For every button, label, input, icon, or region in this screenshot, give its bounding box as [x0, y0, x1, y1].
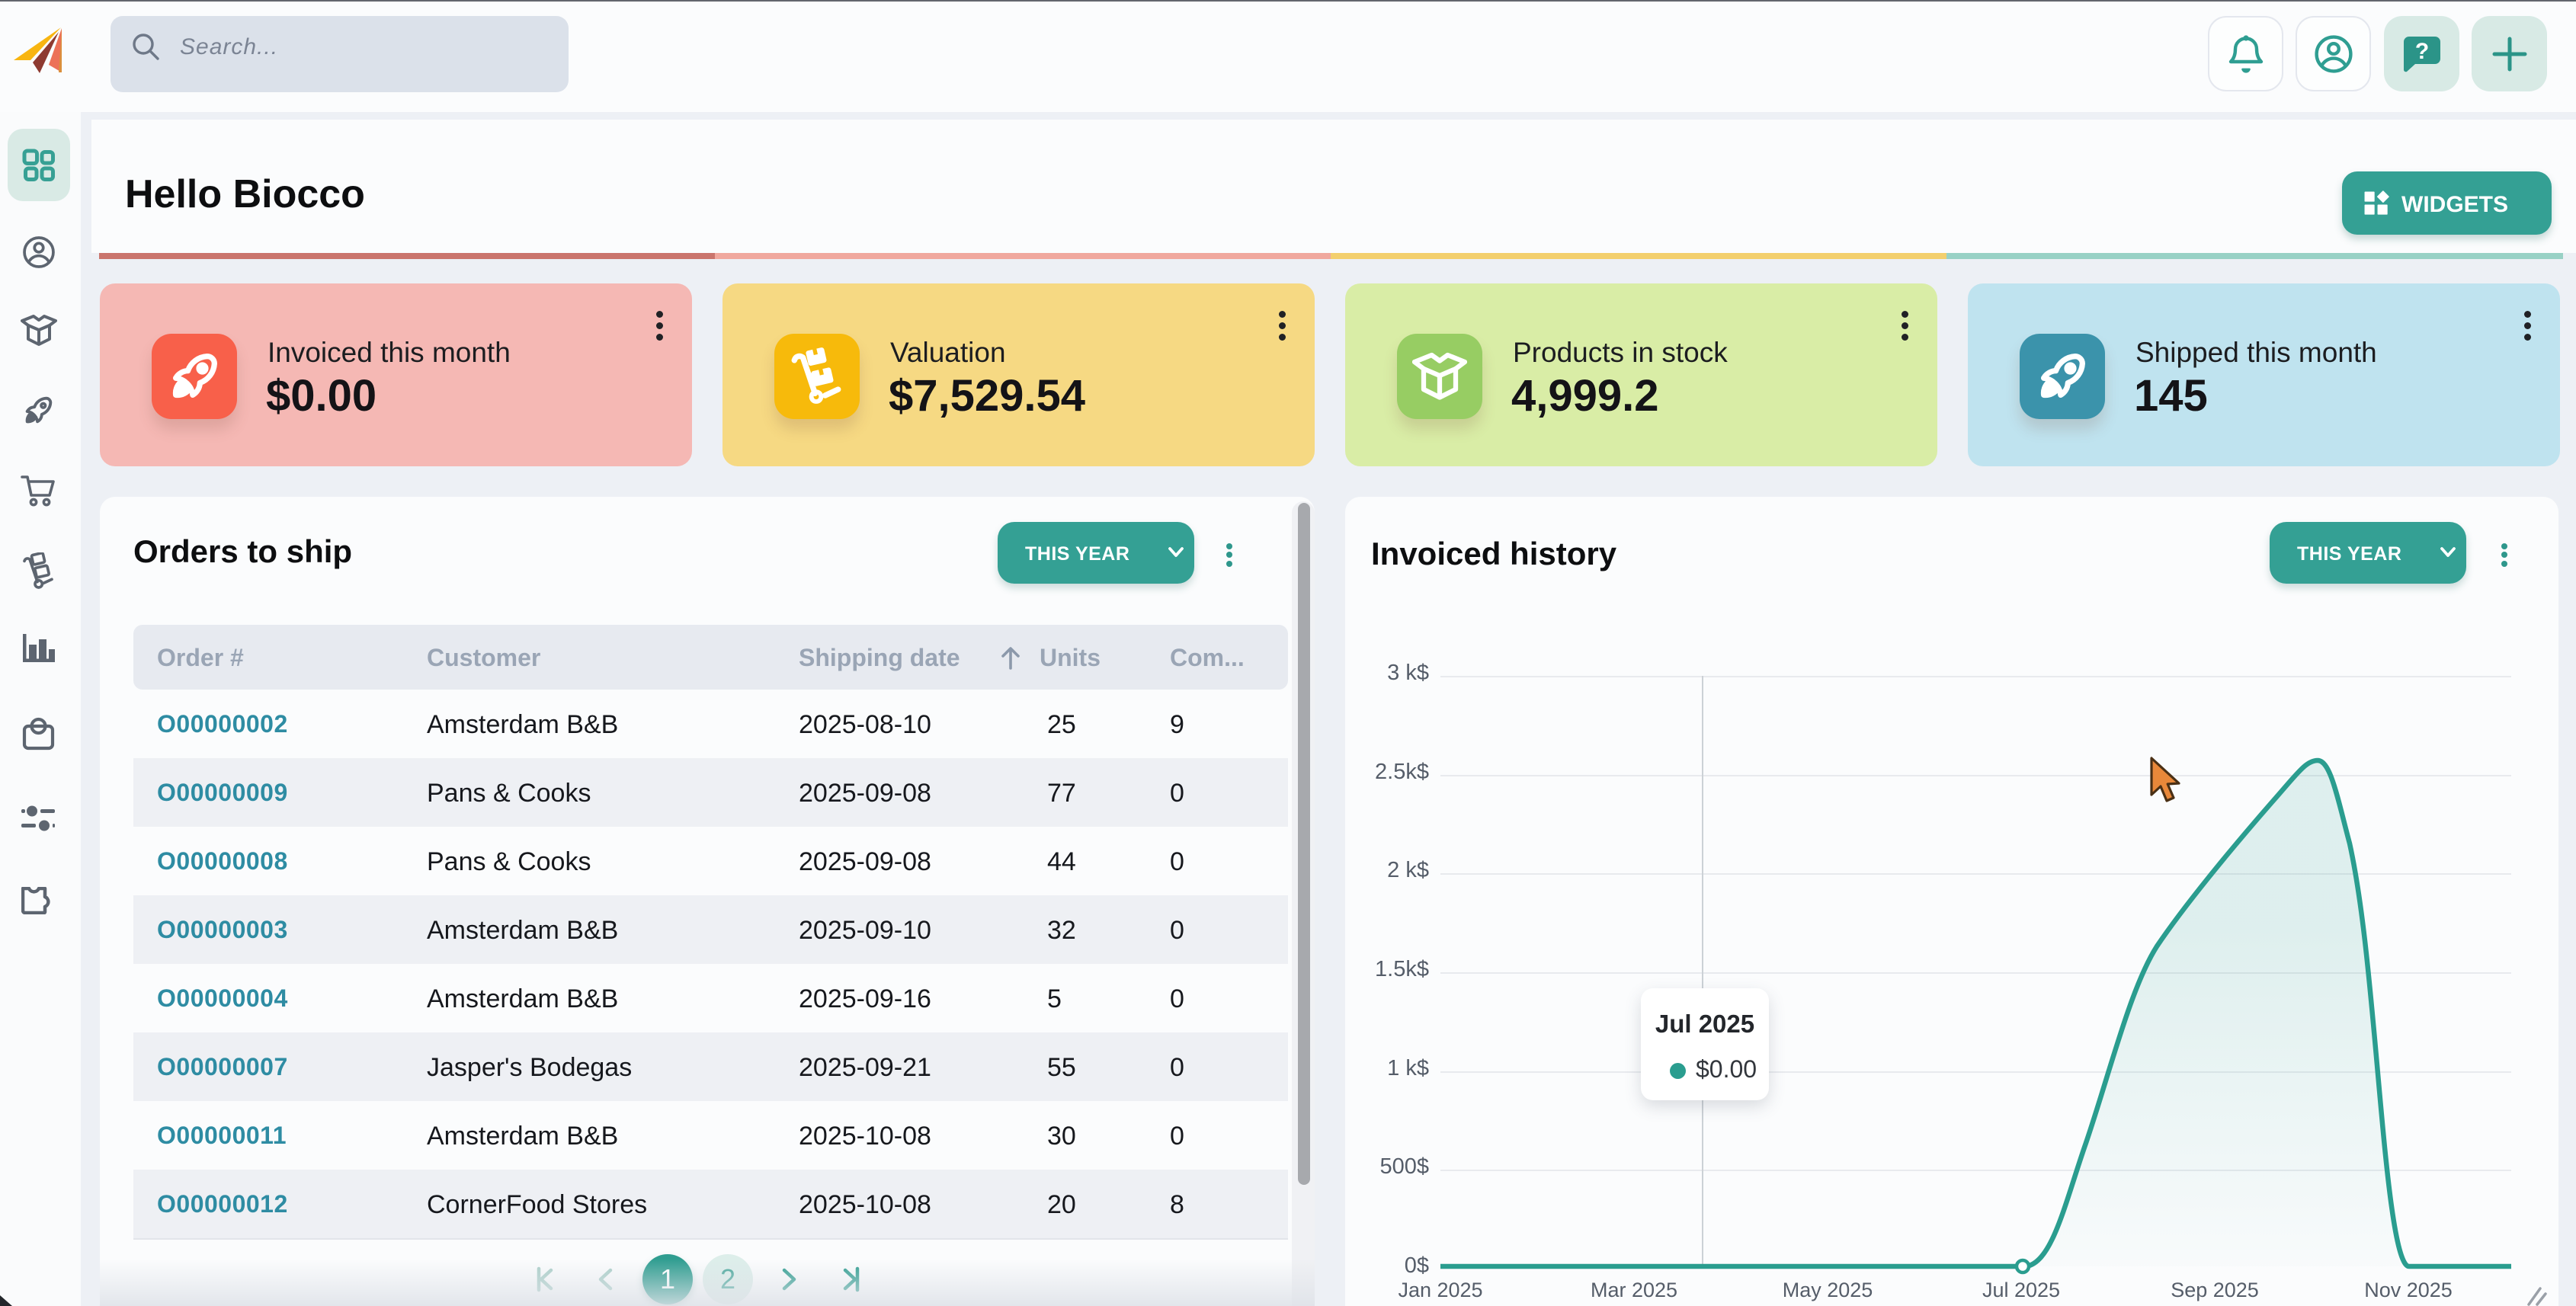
svg-text:?: ? — [2415, 39, 2429, 64]
